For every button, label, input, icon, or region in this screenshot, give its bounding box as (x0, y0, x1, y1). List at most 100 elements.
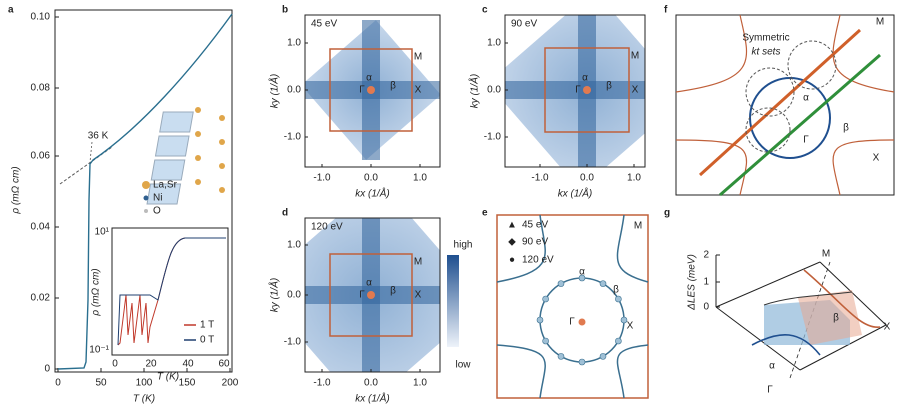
panel-frame (675, 14, 895, 196)
symbol: α (366, 73, 372, 84)
legend-label: 0 T (200, 335, 214, 346)
data-point (536, 316, 544, 324)
x-tick-label: -1.0 (313, 378, 331, 389)
y-axis-label: ρ (mΩ cm) (11, 166, 22, 214)
legend-label: La,Sr (153, 180, 178, 191)
data-point (578, 358, 586, 366)
symbol: β (390, 81, 396, 92)
line (698, 28, 862, 177)
panel-letter: a (8, 5, 14, 16)
data-point (542, 337, 549, 345)
panel-letter: e (482, 208, 488, 219)
annotation: 36 K (88, 131, 109, 142)
atom (219, 139, 225, 145)
colorbar-label: high (454, 240, 473, 251)
panel-letter: g (664, 208, 670, 219)
y-tick-label: 1.0 (487, 38, 501, 49)
y-tick-label: 0.10 (31, 12, 51, 23)
bz-square (329, 48, 413, 132)
curve (616, 344, 649, 399)
y-tick-label: 0.08 (31, 83, 51, 94)
x-tick-label: 150 (179, 378, 196, 389)
curve (496, 344, 546, 399)
symbol: Γ (359, 85, 365, 96)
curve (832, 139, 895, 196)
line (89, 141, 93, 163)
sym-set (745, 107, 791, 153)
symbol: M (634, 221, 642, 232)
curve (117, 237, 226, 346)
x-tick-label: -1.0 (313, 173, 331, 184)
symbol: β (613, 285, 619, 296)
data-point (542, 295, 549, 303)
gap-surface (798, 290, 862, 345)
y-tick-label: 0.04 (31, 222, 51, 233)
inset-x-tick: 0 (112, 359, 118, 370)
y-tick-label: 0.0 (487, 85, 501, 96)
symbol: α (366, 278, 372, 289)
x-axis-label: kx (1/Å) (558, 187, 592, 200)
gamma-dot (578, 318, 586, 326)
x-tick-label: 200 (222, 378, 239, 389)
legend-label: Ni (153, 193, 162, 204)
atom (195, 179, 201, 185)
symbol: X (627, 321, 634, 332)
y-tick-label: 0 (44, 364, 50, 375)
symbol: α (579, 267, 585, 278)
energy-label: 90 eV (511, 19, 537, 30)
x-tick-label: 50 (95, 378, 107, 389)
data-point (599, 280, 607, 287)
y-axis-label: ΔLES (meV) (687, 254, 698, 311)
panel-letter: f (664, 5, 668, 16)
symbol: Γ (767, 385, 773, 396)
x-tick-label: 1.0 (413, 378, 427, 389)
symbol: M (822, 249, 830, 260)
y-axis-label: ky (1/Å) (268, 278, 281, 312)
colorbar-label: low (455, 360, 471, 371)
y-tick-label: 0.0 (287, 290, 301, 301)
symbol: Γ (575, 85, 581, 96)
panel-letter: c (482, 5, 488, 16)
atom (219, 187, 225, 193)
colorbar (447, 255, 459, 347)
symbol: α (769, 361, 775, 372)
energy-label: 120 eV (311, 222, 343, 233)
curve (751, 334, 821, 356)
symbol: α (803, 93, 809, 104)
atom (195, 107, 201, 113)
legend-marker (142, 181, 150, 189)
atom (219, 115, 225, 121)
line (715, 261, 821, 308)
x-tick-label: 0 (55, 378, 61, 389)
y-tick-label: -1.0 (284, 337, 302, 348)
symbol: M (876, 17, 884, 28)
x-tick-label: 0.0 (580, 173, 594, 184)
data-point (615, 295, 622, 303)
symbol: β (390, 286, 396, 297)
y-axis-label: ky (1/Å) (468, 74, 481, 108)
curve (803, 269, 881, 328)
legend-marker: ◆ (508, 237, 516, 248)
note: kt sets (752, 47, 781, 58)
data-point (615, 337, 622, 345)
curve (763, 291, 853, 306)
curve (675, 139, 748, 196)
data-point (599, 353, 607, 360)
inset-x-tick: 20 (145, 359, 157, 370)
inset-x-tick: 40 (182, 359, 194, 370)
inset-frame (111, 227, 229, 356)
note: Symmetric (742, 33, 789, 44)
symbol: X (873, 153, 880, 164)
y-tick-label: 1.0 (287, 38, 301, 49)
band (505, 81, 645, 99)
crystal (159, 111, 194, 133)
legend-label: 120 eV (522, 255, 554, 266)
symbol: β (843, 123, 849, 134)
sym-set (787, 40, 837, 90)
symbol: Γ (569, 317, 575, 328)
legend-marker: ▲ (507, 220, 517, 231)
symbol: X (632, 85, 639, 96)
legend-label: 1 T (200, 320, 214, 331)
bz-square (329, 253, 413, 337)
axes-frame (304, 14, 441, 168)
